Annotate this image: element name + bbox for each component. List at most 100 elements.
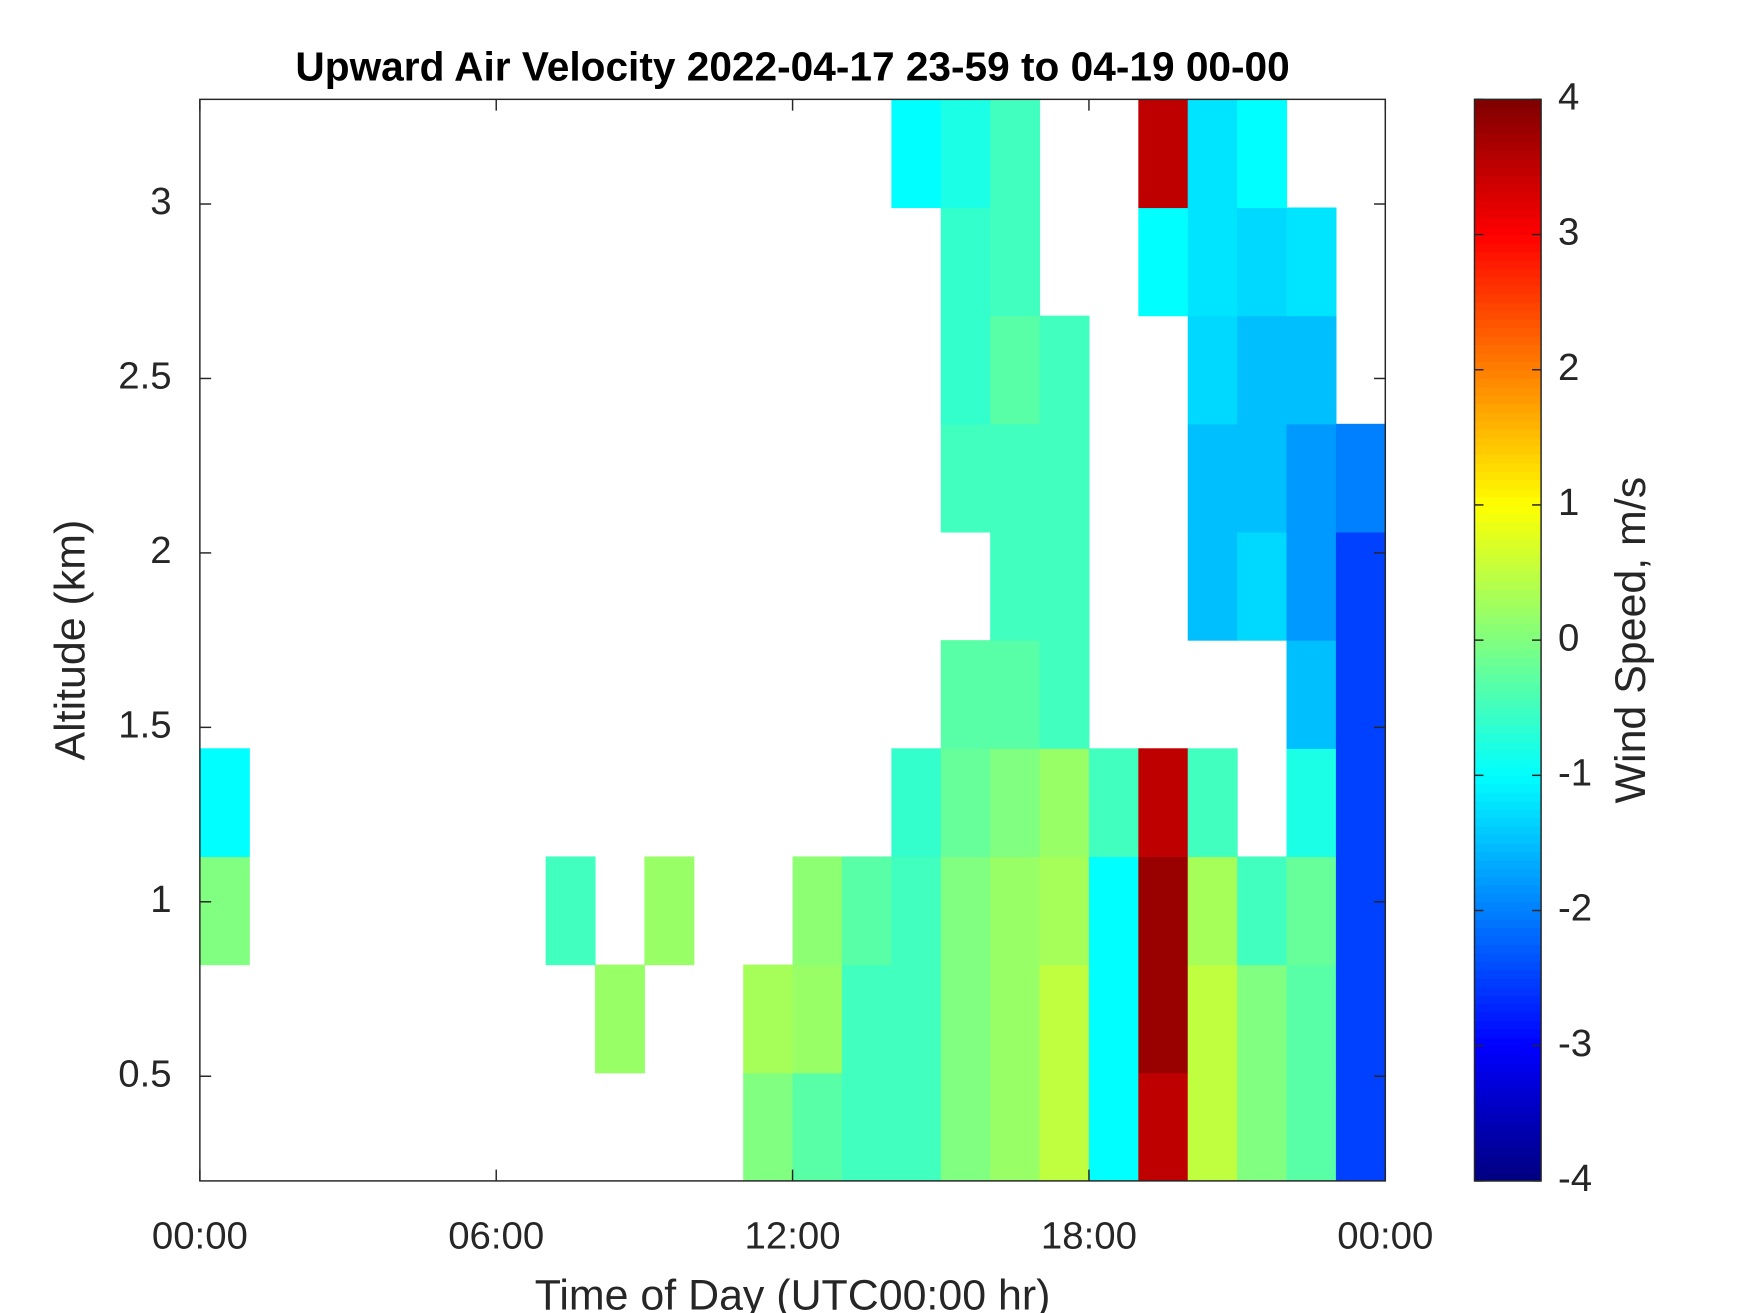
heat-cell xyxy=(1335,748,1386,858)
colorbar-step xyxy=(1474,775,1542,785)
colorbar-step xyxy=(1474,479,1542,489)
colorbar-step xyxy=(1474,783,1542,793)
heat-cell xyxy=(1187,423,1238,533)
heat-cell xyxy=(891,748,942,858)
colorbar-step xyxy=(1474,1020,1542,1030)
colorbar-step xyxy=(1474,910,1542,920)
colorbar-step xyxy=(1474,1037,1542,1047)
colorbar-tick-label: -4 xyxy=(1558,1157,1592,1200)
colorbar-step xyxy=(1474,902,1542,912)
chart-title: Upward Air Velocity 2022-04-17 23-59 to … xyxy=(295,44,1289,90)
colorbar-step xyxy=(1474,1172,1542,1182)
heat-cell xyxy=(990,748,1041,858)
colorbar-step xyxy=(1474,851,1542,861)
heat-cell xyxy=(1088,856,1139,966)
y-tick-label: 1.5 xyxy=(118,703,171,746)
colorbar-step xyxy=(1474,488,1542,498)
colorbar-step xyxy=(1474,978,1542,988)
heat-cell xyxy=(841,1072,892,1182)
colorbar-tick-label: 2 xyxy=(1558,346,1579,389)
colorbar-tick-label: -3 xyxy=(1558,1022,1592,1065)
colorbar-step xyxy=(1474,597,1542,608)
colorbar-step xyxy=(1474,454,1542,464)
y-tick-label: 2.5 xyxy=(118,355,171,398)
heat-cell xyxy=(1286,207,1337,317)
heat-cell xyxy=(891,856,942,966)
colorbar-step xyxy=(1474,403,1542,413)
colorbar-step xyxy=(1474,259,1542,270)
colorbar-step xyxy=(1474,521,1542,531)
heat-cell xyxy=(1039,1072,1090,1182)
colorbar-step xyxy=(1474,623,1542,633)
colorbar-step xyxy=(1474,614,1542,624)
colorbar-step xyxy=(1474,572,1542,582)
colorbar-step xyxy=(1474,1028,1542,1038)
colorbar-step xyxy=(1474,192,1542,202)
heat-cell xyxy=(940,964,991,1074)
colorbar-step xyxy=(1474,327,1542,337)
colorbar-step xyxy=(1474,555,1542,565)
heat-cell xyxy=(841,856,892,966)
x-tick-label: 18:00 xyxy=(1041,1215,1137,1258)
colorbar-step xyxy=(1474,699,1542,709)
colorbar-step xyxy=(1474,209,1542,219)
heat-cell xyxy=(990,423,1041,533)
colorbar-step xyxy=(1474,1113,1542,1123)
colorbar-step xyxy=(1474,918,1542,929)
heat-cell xyxy=(1237,423,1288,533)
x-tick-label: 00:00 xyxy=(1337,1215,1433,1258)
heat-cell xyxy=(1286,1072,1337,1182)
heat-cell xyxy=(1138,99,1189,209)
colorbar-step xyxy=(1474,133,1542,143)
colorbar-step xyxy=(1474,504,1542,515)
x-axis-label: Time of Day (UTC00:00 hr) xyxy=(535,1272,1051,1313)
heat-cell xyxy=(940,423,991,533)
colorbar-step xyxy=(1474,935,1542,945)
colorbar-step xyxy=(1474,834,1542,844)
heat-cell xyxy=(1039,640,1090,749)
colorbar-step xyxy=(1474,386,1542,396)
colorbar-step xyxy=(1474,885,1542,895)
heat-cell xyxy=(1286,531,1337,641)
colorbar-step xyxy=(1474,361,1542,371)
heat-cell xyxy=(1088,964,1139,1074)
colorbar-step xyxy=(1474,564,1542,574)
colorbar-tick-label: -2 xyxy=(1558,887,1592,930)
colorbar-step xyxy=(1474,462,1542,472)
heat-cell xyxy=(990,964,1041,1074)
colorbar-step xyxy=(1474,310,1542,320)
colorbar-tick-label: -1 xyxy=(1558,751,1592,794)
colorbar-step xyxy=(1474,1104,1542,1114)
colorbar-step xyxy=(1474,1011,1542,1022)
colorbar-step xyxy=(1474,1071,1542,1081)
heat-cell xyxy=(1138,964,1189,1074)
heat-cell xyxy=(1286,315,1337,425)
colorbar-step xyxy=(1474,445,1542,455)
colorbar-step xyxy=(1474,150,1542,160)
colorbar-step xyxy=(1474,1003,1542,1013)
colorbar-step xyxy=(1474,733,1542,743)
colorbar-step xyxy=(1474,640,1542,650)
colorbar-step xyxy=(1474,1045,1542,1055)
colorbar-step xyxy=(1474,657,1542,667)
colorbar-step xyxy=(1474,411,1542,422)
colorbar-step xyxy=(1474,1054,1542,1064)
heat-cell xyxy=(1039,748,1090,858)
colorbar-step xyxy=(1474,124,1542,134)
colorbar-step xyxy=(1474,1155,1542,1165)
heat-cell xyxy=(940,207,991,317)
y-tick-label: 0.5 xyxy=(118,1052,171,1095)
colorbar-step xyxy=(1474,893,1542,903)
heat-cell xyxy=(990,1072,1041,1182)
colorbar-step xyxy=(1474,749,1542,760)
heat-cell xyxy=(940,856,991,966)
heat-cell xyxy=(199,856,250,966)
heat-cell xyxy=(1187,99,1238,209)
heat-cell xyxy=(1237,207,1288,317)
x-tick-label: 00:00 xyxy=(152,1215,248,1258)
heat-cell xyxy=(841,964,892,1074)
x-tick-label: 12:00 xyxy=(745,1215,841,1258)
colorbar-step xyxy=(1474,716,1542,726)
heat-cell xyxy=(940,640,991,749)
